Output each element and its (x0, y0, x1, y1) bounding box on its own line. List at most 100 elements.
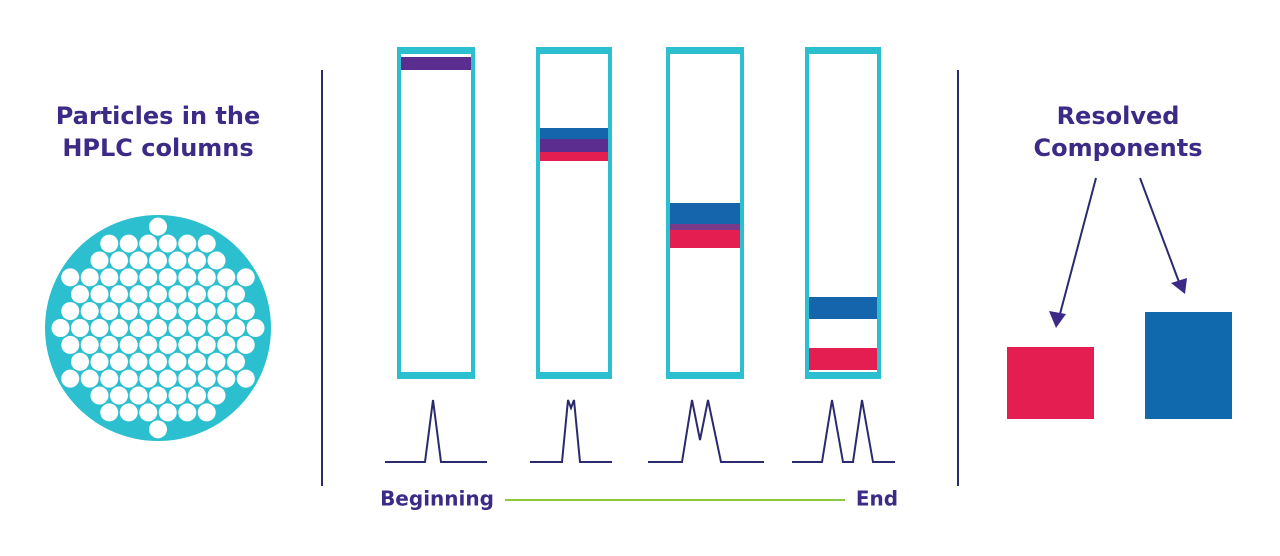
particle (80, 335, 99, 354)
column (805, 48, 881, 378)
component-red (1007, 347, 1094, 419)
particle (207, 352, 226, 371)
timeline-end: End (856, 487, 898, 511)
particle (168, 352, 187, 371)
particle (119, 302, 138, 321)
particle (90, 285, 109, 304)
particle (158, 335, 177, 354)
column-cap (397, 47, 475, 54)
timeline-start: Beginning (380, 487, 494, 511)
particle (110, 386, 128, 405)
particle (100, 369, 119, 388)
band (540, 139, 608, 152)
particle (149, 386, 167, 405)
particle (168, 251, 187, 270)
particle (207, 319, 226, 337)
particle (61, 302, 80, 321)
particle (149, 251, 167, 270)
column-cap (805, 47, 881, 54)
particle (178, 302, 197, 321)
particle (236, 268, 255, 287)
component-blue (1145, 312, 1232, 419)
particle (158, 369, 177, 388)
particle (129, 352, 148, 371)
particle (217, 302, 236, 321)
particle (100, 403, 119, 422)
particle (246, 319, 265, 337)
particle (139, 268, 158, 287)
particle (90, 251, 109, 270)
particle (71, 352, 89, 371)
particle (100, 268, 119, 287)
left-label-line: Particles in the (56, 102, 261, 130)
particle (197, 403, 216, 422)
particle (149, 352, 167, 371)
band (809, 348, 877, 370)
particle (217, 369, 236, 388)
band (540, 152, 608, 161)
particle (207, 285, 226, 304)
arrow (1059, 177, 1097, 315)
column-cap (666, 372, 744, 379)
particle (110, 285, 128, 304)
particle (197, 268, 216, 287)
particle (158, 234, 177, 253)
particle (207, 386, 226, 405)
column-cap (805, 372, 881, 379)
particle (227, 285, 245, 304)
particle (207, 251, 226, 270)
particle (90, 319, 109, 337)
particle (227, 352, 245, 371)
band (670, 224, 740, 230)
particle (90, 352, 109, 371)
column (536, 48, 612, 378)
particle (168, 285, 187, 304)
particles (51, 217, 265, 439)
particle (197, 335, 216, 354)
arrowhead (1171, 278, 1187, 294)
particle (197, 234, 216, 253)
peak (648, 399, 764, 463)
particle (80, 302, 99, 321)
particle (119, 268, 138, 287)
particle (236, 335, 255, 354)
particle (188, 352, 206, 371)
particle (217, 268, 236, 287)
right-label-line: Components (1034, 134, 1203, 162)
particle (71, 285, 89, 304)
peak (385, 399, 487, 463)
particle (100, 335, 119, 354)
particle (158, 268, 177, 287)
particle (129, 251, 148, 270)
particle (197, 302, 216, 321)
particle (110, 251, 128, 270)
particle (90, 386, 109, 405)
particle (149, 319, 167, 337)
column-cap (536, 47, 612, 54)
particle (178, 335, 197, 354)
particle (139, 335, 158, 354)
particle (80, 369, 99, 388)
particle (158, 403, 177, 422)
columns (397, 47, 881, 379)
band (809, 297, 877, 319)
particle (158, 302, 177, 321)
band (401, 57, 471, 70)
particle (188, 319, 206, 337)
particle (149, 217, 167, 236)
particle (100, 302, 119, 321)
particle (110, 352, 128, 371)
right-label-line: Resolved (1057, 102, 1180, 130)
particle (236, 369, 255, 388)
particle (61, 268, 80, 287)
particle (188, 386, 206, 405)
column-cap (397, 372, 475, 379)
particle (168, 319, 187, 337)
particle (61, 335, 80, 354)
particle (71, 319, 89, 337)
particle (168, 386, 187, 405)
particle (129, 319, 148, 337)
particle (178, 268, 197, 287)
particle (110, 319, 128, 337)
